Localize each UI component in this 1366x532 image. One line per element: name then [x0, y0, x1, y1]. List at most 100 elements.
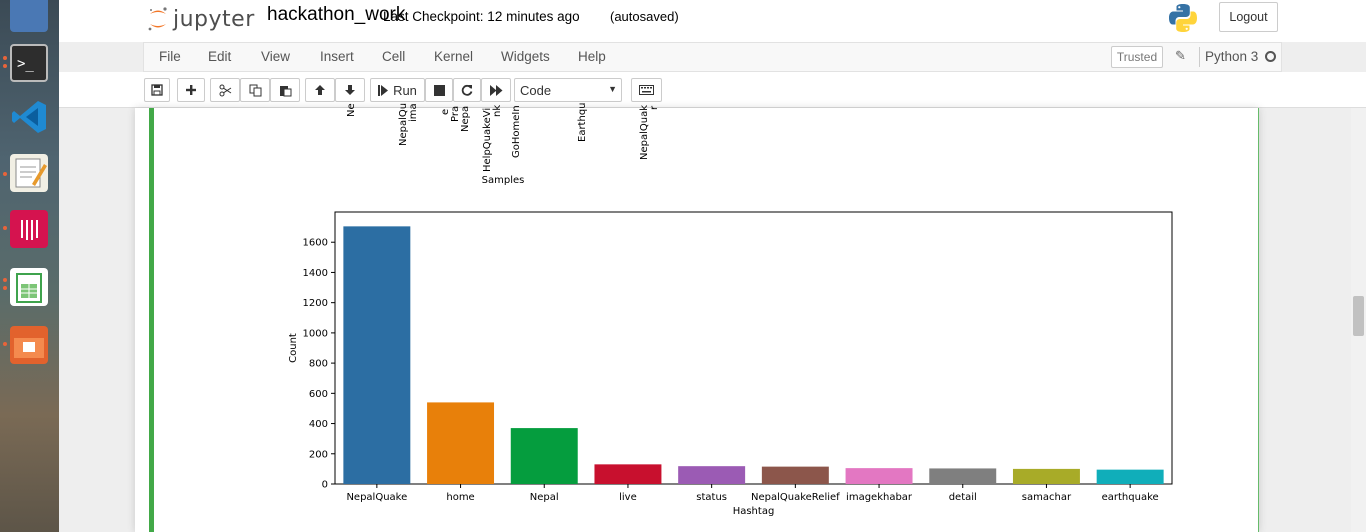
caret-down-icon: ▼ — [608, 84, 617, 94]
arrow-down-icon — [345, 85, 355, 95]
running-indicator — [3, 342, 7, 346]
scrollbar-thumb[interactable] — [1353, 296, 1364, 336]
previous-chart-output: Ne NepalQu ima e Pra Nepa HelpQuakeVi nk GoHomeI… — [346, 102, 660, 186]
x-tick-label: status — [696, 492, 727, 503]
edit-pencil-icon[interactable]: ✎ — [1175, 48, 1186, 63]
y-axis-label: Count — [288, 333, 299, 363]
kernel-status-icon — [1265, 51, 1276, 62]
copy-button[interactable] — [240, 78, 270, 102]
y-tick-label: 400 — [309, 419, 328, 430]
running-indicator — [3, 64, 7, 68]
prev-tick-label: NepalQu — [398, 103, 409, 146]
x-tick-label: imagekhabar — [846, 492, 913, 503]
restart-run-all-button[interactable] — [481, 78, 511, 102]
prev-tick-label: HelpQuakeVi — [482, 108, 493, 172]
paste-button[interactable] — [270, 78, 300, 102]
cut-button[interactable] — [210, 78, 240, 102]
prev-tick-label: GoHomeIn — [511, 105, 522, 158]
x-tick-label: NepalQuakeRelief — [751, 492, 840, 503]
trusted-indicator[interactable]: Trusted — [1111, 46, 1163, 68]
plus-icon — [186, 85, 196, 95]
bar — [761, 466, 829, 484]
prev-tick-label: r — [649, 105, 660, 110]
running-indicator — [3, 278, 7, 282]
arrow-up-icon — [315, 85, 325, 95]
insert-cell-button[interactable] — [177, 78, 205, 102]
jupyter-logo[interactable]: jupyter — [147, 4, 255, 34]
prev-tick-label: Pra — [450, 106, 461, 122]
step-forward-icon — [378, 84, 389, 96]
cell-type-select[interactable]: Code ▼ — [514, 78, 622, 102]
y-tick-label: 0 — [322, 480, 328, 491]
x-tick-label: live — [619, 492, 637, 503]
bar — [510, 428, 578, 484]
x-tick-label: samachar — [1022, 492, 1072, 503]
y-tick-label: 1600 — [303, 238, 328, 249]
prev-tick-label: Earthqu — [577, 102, 588, 142]
x-tick-label: Nepal — [530, 492, 559, 503]
restart-button[interactable] — [453, 78, 481, 102]
bar — [845, 468, 913, 484]
kernel-name[interactable]: Python 3 — [1205, 49, 1259, 64]
terminal-icon[interactable]: >_ — [10, 44, 48, 82]
interrupt-button[interactable] — [425, 78, 453, 102]
notebook-header: jupyter hackathon_work Last Checkpoint: … — [59, 0, 1366, 42]
menu-help[interactable]: Help — [578, 49, 606, 64]
bar — [678, 466, 746, 484]
image-viewer-icon[interactable] — [10, 0, 48, 32]
y-tick-label: 800 — [309, 359, 328, 370]
run-label: Run — [393, 82, 417, 98]
menu-kernel[interactable]: Kernel — [434, 49, 474, 64]
copy-icon — [249, 84, 261, 96]
keyboard-icon — [639, 85, 654, 95]
checkpoint-status: Last Checkpoint: 12 minutes ago — [383, 9, 580, 24]
running-indicator — [3, 286, 7, 290]
kernel-separator — [1199, 47, 1200, 67]
running-indicator — [3, 226, 7, 230]
save-button[interactable] — [144, 78, 170, 102]
page-scrollbar[interactable] — [1351, 108, 1366, 532]
file-manager-icon[interactable] — [10, 326, 48, 364]
save-icon — [151, 84, 163, 96]
vscode-icon[interactable] — [10, 98, 48, 136]
stop-icon — [433, 84, 445, 96]
prev-x-axis-label: Samples — [482, 175, 525, 186]
menu-insert[interactable]: Insert — [320, 49, 354, 64]
fast-forward-icon — [489, 84, 502, 96]
move-down-button[interactable] — [335, 78, 365, 102]
running-indicator — [3, 56, 7, 60]
move-up-button[interactable] — [305, 78, 335, 102]
prev-tick-label: Ne — [346, 103, 357, 117]
y-tick-label: 600 — [309, 389, 328, 400]
hashtag-bar-chart: NepalQuake home Nepal live status NepalQuakeR… — [288, 211, 1173, 517]
menu-cell[interactable]: Cell — [382, 49, 406, 64]
bar — [427, 402, 495, 484]
jupyter-logo-icon — [148, 7, 167, 31]
command-palette-button[interactable] — [631, 78, 662, 102]
run-button[interactable]: Run — [370, 78, 425, 102]
autosave-status: (autosaved) — [610, 9, 679, 24]
x-axis-label: Hashtag — [733, 506, 775, 517]
menu-view[interactable]: View — [261, 49, 291, 64]
bar — [929, 468, 997, 484]
bar — [1096, 469, 1164, 484]
jupyter-logo-text: jupyter — [173, 6, 255, 32]
menu-file[interactable]: File — [159, 49, 181, 64]
notebook-name[interactable]: hackathon_work — [267, 4, 406, 25]
y-tick-label: 1000 — [303, 328, 328, 339]
x-tick-label: earthquake — [1102, 492, 1159, 503]
code-cell[interactable] — [149, 108, 1259, 532]
text-editor-icon[interactable] — [10, 154, 48, 192]
python-logo-icon — [1167, 2, 1199, 39]
menu-edit[interactable]: Edit — [208, 49, 232, 64]
x-tick-label: NepalQuake — [346, 492, 407, 503]
scissors-icon — [219, 84, 231, 96]
prev-tick-label: Nepa — [460, 106, 471, 132]
spreadsheet-icon[interactable] — [10, 268, 48, 306]
logout-button[interactable]: Logout — [1219, 2, 1278, 32]
menu-widgets[interactable]: Widgets — [501, 49, 550, 64]
svg-text:>_: >_ — [17, 56, 34, 72]
bar — [594, 464, 662, 484]
prev-tick-label: NepalQuak — [639, 105, 650, 160]
gitkraken-icon[interactable] — [10, 210, 48, 248]
